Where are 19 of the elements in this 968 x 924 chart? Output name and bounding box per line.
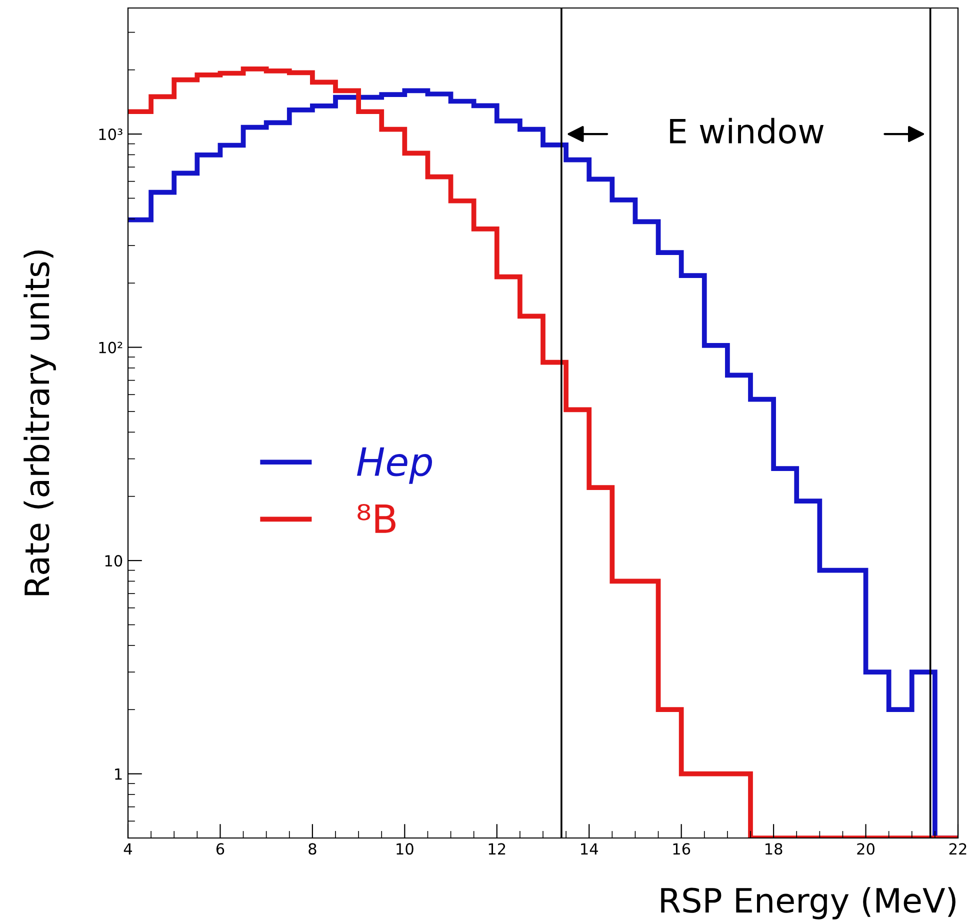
x-tick-label: 20 [857,843,874,855]
x-tick-label: 6 [216,843,224,855]
x-tick-label: 12 [488,843,506,854]
annotation: E window [670,118,824,144]
y-tick-label: 1 [115,768,122,780]
x-tick-label: 16 [673,843,690,855]
series-label: ⁸B [358,504,396,533]
x-tick-label: 22 [949,843,966,854]
x-tick-label: 18 [766,843,782,855]
x-tick-label: 4 [124,843,132,854]
x-axis-title: RSP Energy (MeV) [661,887,956,920]
y-axis-title: Rate (arbitrary units) [24,250,56,596]
y-tick-label: 10 [105,555,122,567]
y-tick-label: 10² [99,342,122,354]
x-tick-label: 8 [308,843,316,855]
series-label: Hep [356,447,432,484]
x-tick-label: 10 [396,843,414,855]
y-tick-label: 10³ [99,128,122,140]
x-tick-label: 14 [581,843,598,854]
